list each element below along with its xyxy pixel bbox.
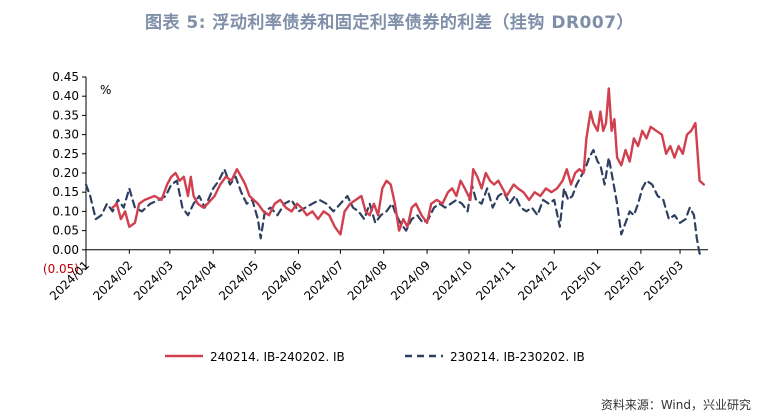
- x-tick-label: 2024/10: [430, 258, 475, 303]
- y-tick-label: 0.30: [52, 128, 79, 142]
- x-tick-label: 2024/03: [131, 258, 176, 303]
- series-layer: [84, 87, 705, 255]
- source-note: 资料来源：Wind，兴业研究: [600, 398, 751, 412]
- x-tick-label: 2024/02: [90, 258, 135, 303]
- y-tick-label: 0.15: [52, 185, 79, 199]
- y-tick-label: 0.45: [52, 70, 79, 84]
- y-tick-label: 0.35: [52, 108, 79, 122]
- y-tick-label: 0.40: [52, 89, 79, 103]
- x-tick-label: 2024/11: [473, 258, 518, 303]
- x-tick-label: 2024/06: [259, 258, 304, 303]
- x-tick-label: 2024/12: [515, 258, 560, 303]
- series-line-1: [111, 87, 705, 236]
- y-tick-label: 0.00: [52, 243, 79, 257]
- legend: 240214. IB-240202. IB 230214. IB-230202. …: [165, 350, 585, 364]
- legend-label-2: 230214. IB-230202. IB: [450, 350, 585, 364]
- chart-title: 图表 5: 浮动利率债券和固定利率债券的利差（挂钩 DR007）: [144, 13, 635, 33]
- x-tick-label: 2024/04: [174, 258, 219, 303]
- x-tick-label: 2024/09: [388, 258, 433, 303]
- legend-label-1: 240214. IB-240202. IB: [210, 350, 345, 364]
- y-tick-label: 0.05: [52, 224, 79, 238]
- x-tick-label: 2024/05: [216, 258, 261, 303]
- unit-label: %: [100, 83, 111, 97]
- x-tick-label: 2025/03: [641, 258, 686, 303]
- x-tick-label: 2025/02: [602, 258, 647, 303]
- y-tick-label: (0.05): [43, 262, 79, 276]
- x-tick-label: 2024/07: [301, 258, 346, 303]
- y-tick-label: 0.20: [52, 166, 79, 180]
- x-tick-label: 2024/08: [345, 258, 390, 303]
- y-tick-label: 0.25: [52, 147, 79, 161]
- y-tick-label: 0.10: [52, 204, 79, 218]
- x-tick-label: 2025/01: [559, 258, 604, 303]
